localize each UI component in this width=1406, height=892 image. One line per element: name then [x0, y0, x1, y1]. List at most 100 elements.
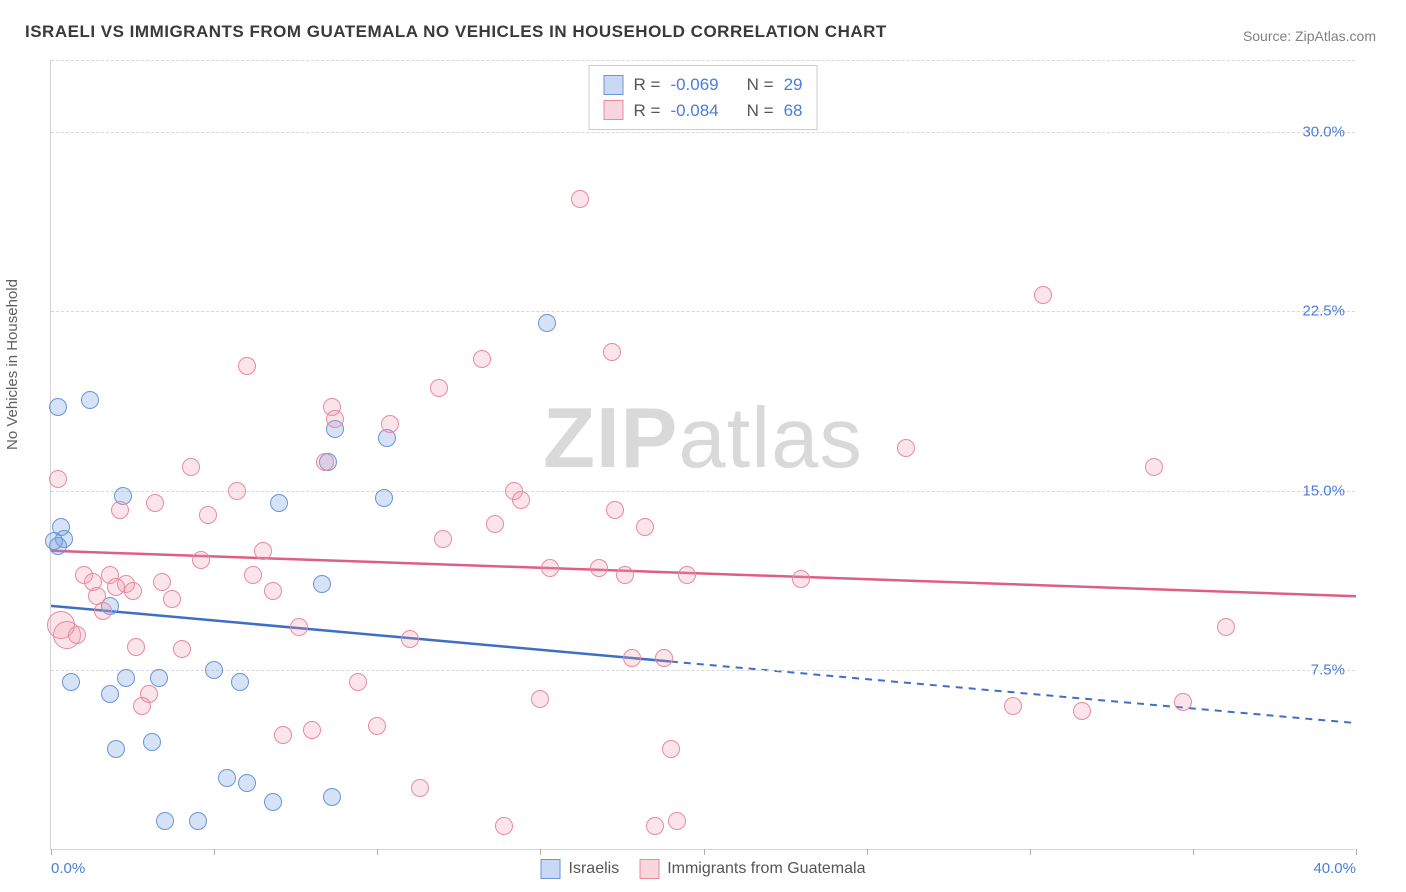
data-point-guatemala — [264, 582, 282, 600]
data-point-guatemala — [486, 515, 504, 533]
data-point-guatemala — [274, 726, 292, 744]
legend-item-guatemala: Immigrants from Guatemala — [639, 859, 865, 879]
x-tick — [540, 849, 541, 855]
r-value-israelis: -0.069 — [670, 72, 718, 98]
legend-row-israelis: R = -0.069 N = 29 — [604, 72, 803, 98]
data-point-guatemala — [199, 506, 217, 524]
data-point-guatemala — [411, 779, 429, 797]
r-value-guatemala: -0.084 — [670, 98, 718, 124]
legend-row-guatemala: R = -0.084 N = 68 — [604, 98, 803, 124]
data-point-guatemala — [238, 357, 256, 375]
x-tick — [1030, 849, 1031, 855]
correlation-legend: R = -0.069 N = 29 R = -0.084 N = 68 — [589, 65, 818, 130]
data-point-guatemala — [349, 673, 367, 691]
data-point-guatemala — [163, 590, 181, 608]
data-point-israelis — [156, 812, 174, 830]
data-point-guatemala — [1174, 693, 1192, 711]
watermark: ZIPatlas — [543, 390, 863, 488]
data-point-guatemala — [678, 566, 696, 584]
swatch-blue-icon — [604, 75, 624, 95]
source-link[interactable]: ZipAtlas.com — [1295, 28, 1376, 44]
chart-title: ISRAELI VS IMMIGRANTS FROM GUATEMALA NO … — [25, 22, 887, 42]
data-point-guatemala — [133, 697, 151, 715]
n-value-israelis: 29 — [784, 72, 803, 98]
data-point-israelis — [49, 398, 67, 416]
x-tick — [704, 849, 705, 855]
data-point-guatemala — [590, 559, 608, 577]
data-point-guatemala — [94, 602, 112, 620]
data-point-guatemala — [434, 530, 452, 548]
data-point-israelis — [45, 532, 63, 550]
y-tick-label: 30.0% — [1302, 123, 1345, 140]
data-point-guatemala — [303, 721, 321, 739]
data-point-guatemala — [368, 717, 386, 735]
data-point-guatemala — [603, 343, 621, 361]
x-tick — [1193, 849, 1194, 855]
data-point-israelis — [189, 812, 207, 830]
data-point-guatemala — [495, 817, 513, 835]
y-tick-label: 22.5% — [1302, 303, 1345, 320]
data-point-guatemala — [381, 415, 399, 433]
data-point-guatemala — [662, 740, 680, 758]
y-tick-label: 15.0% — [1302, 482, 1345, 499]
data-point-israelis — [150, 669, 168, 687]
data-point-guatemala — [623, 649, 641, 667]
x-tick-label: 0.0% — [51, 860, 85, 877]
data-point-guatemala — [127, 638, 145, 656]
data-point-israelis — [143, 733, 161, 751]
data-point-guatemala — [473, 350, 491, 368]
data-point-guatemala — [1073, 702, 1091, 720]
gridline-h — [51, 311, 1355, 312]
data-point-israelis — [117, 669, 135, 687]
x-tick — [867, 849, 868, 855]
legend-label-israelis: Israelis — [569, 860, 620, 878]
gridline-h — [51, 60, 1355, 61]
source-prefix: Source: — [1243, 28, 1295, 44]
data-point-guatemala — [1034, 286, 1052, 304]
r-label: R = — [634, 72, 661, 98]
data-point-guatemala — [68, 626, 86, 644]
swatch-pink-icon — [639, 859, 659, 879]
series-legend: Israelis Immigrants from Guatemala — [541, 859, 866, 879]
watermark-bold: ZIP — [543, 391, 678, 486]
data-point-israelis — [205, 661, 223, 679]
n-label: N = — [747, 72, 774, 98]
data-point-guatemala — [571, 190, 589, 208]
data-point-guatemala — [111, 501, 129, 519]
data-point-guatemala — [512, 491, 530, 509]
data-point-guatemala — [254, 542, 272, 560]
data-point-guatemala — [655, 649, 673, 667]
data-point-israelis — [264, 793, 282, 811]
data-point-guatemala — [290, 618, 308, 636]
swatch-pink-icon — [604, 100, 624, 120]
x-tick — [51, 849, 52, 855]
data-point-israelis — [238, 774, 256, 792]
y-tick-label: 7.5% — [1311, 662, 1345, 679]
data-point-israelis — [270, 494, 288, 512]
data-point-israelis — [375, 489, 393, 507]
data-point-israelis — [81, 391, 99, 409]
data-point-guatemala — [124, 582, 142, 600]
data-point-israelis — [323, 788, 341, 806]
data-point-guatemala — [228, 482, 246, 500]
data-point-israelis — [62, 673, 80, 691]
data-point-guatemala — [326, 410, 344, 428]
data-point-israelis — [313, 575, 331, 593]
data-point-guatemala — [606, 501, 624, 519]
data-point-guatemala — [1145, 458, 1163, 476]
watermark-light: atlas — [678, 391, 863, 486]
gridline-h — [51, 132, 1355, 133]
y-axis-label: No Vehicles in Household — [4, 279, 21, 450]
data-point-guatemala — [49, 470, 67, 488]
data-point-guatemala — [244, 566, 262, 584]
legend-label-guatemala: Immigrants from Guatemala — [667, 860, 865, 878]
data-point-guatemala — [541, 559, 559, 577]
data-point-guatemala — [1004, 697, 1022, 715]
data-point-guatemala — [316, 453, 334, 471]
swatch-blue-icon — [541, 859, 561, 879]
data-point-israelis — [107, 740, 125, 758]
data-point-guatemala — [792, 570, 810, 588]
data-point-israelis — [101, 685, 119, 703]
x-tick — [377, 849, 378, 855]
data-point-israelis — [218, 769, 236, 787]
